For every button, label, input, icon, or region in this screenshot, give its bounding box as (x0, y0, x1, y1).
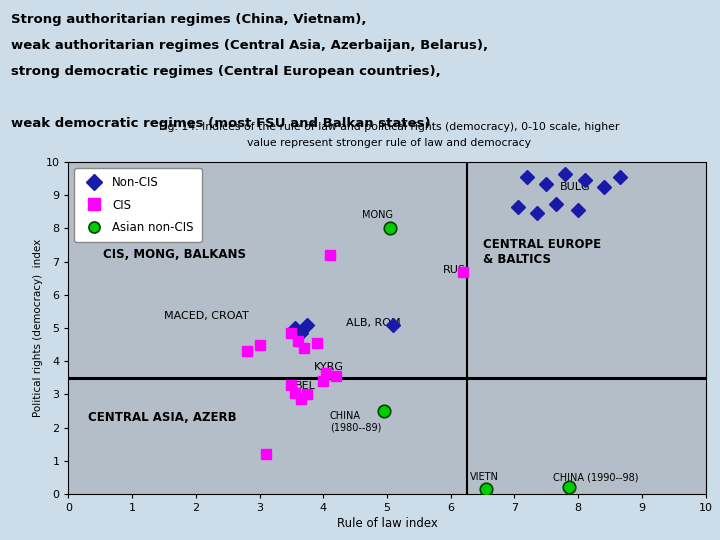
Text: value represent stronger rule of law and democracy: value represent stronger rule of law and… (247, 138, 531, 149)
Text: VIETN: VIETN (470, 472, 499, 482)
Text: CENTRAL EUROPE
& BALTICS: CENTRAL EUROPE & BALTICS (482, 238, 600, 266)
Y-axis label: Political rights (democracy)  index: Political rights (democracy) index (32, 239, 42, 417)
Text: MACED, CROAT: MACED, CROAT (164, 312, 248, 321)
Text: CIS, MONG, BALKANS: CIS, MONG, BALKANS (104, 248, 246, 261)
Text: MONG: MONG (361, 210, 392, 220)
Text: weak authoritarian regimes (Central Asia, Azerbaijan, Belarus),: weak authoritarian regimes (Central Asia… (11, 39, 488, 52)
Legend: Non-CIS, CIS, Asian non-CIS: Non-CIS, CIS, Asian non-CIS (74, 168, 202, 242)
Text: CHINA
(1980--89): CHINA (1980--89) (330, 411, 381, 433)
Text: KYRG: KYRG (314, 362, 343, 372)
Text: weak democratic regimes (most FSU and Balkan states): weak democratic regimes (most FSU and Ba… (11, 117, 431, 130)
Text: strong democratic regimes (Central European countries),: strong democratic regimes (Central Europ… (11, 65, 441, 78)
Text: BEL: BEL (294, 381, 315, 391)
Text: ALB, ROM: ALB, ROM (346, 318, 400, 328)
Text: BULG: BULG (560, 182, 591, 192)
Text: Fig. 14. Indices of the rule of law and political rights (democracy), 0-10 scale: Fig. 14. Indices of the rule of law and … (158, 122, 619, 132)
Text: Strong authoritarian regimes (China, Vietnam),: Strong authoritarian regimes (China, Vie… (11, 14, 366, 26)
Text: CENTRAL ASIA, AZERB: CENTRAL ASIA, AZERB (88, 411, 236, 424)
X-axis label: Rule of law index: Rule of law index (336, 517, 438, 530)
Text: CHINA (1990--98): CHINA (1990--98) (553, 472, 638, 482)
Text: RUS: RUS (443, 265, 466, 275)
